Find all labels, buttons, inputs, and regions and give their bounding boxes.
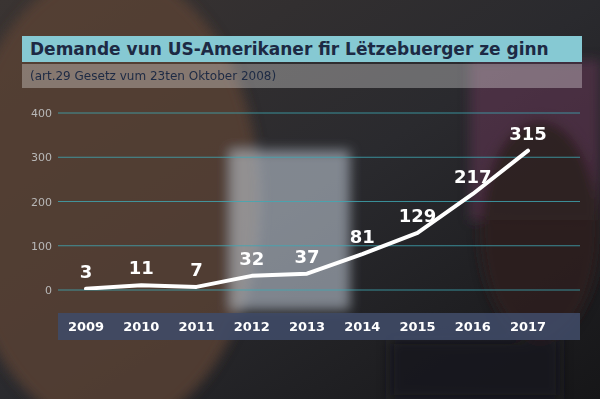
chart: Demande vun US-Amerikaner fir Lëtzebuerg… — [0, 0, 600, 399]
page: {"chart_data": {"type": "line", "title":… — [0, 0, 600, 399]
grid-line — [58, 290, 580, 291]
data-label: 315 — [509, 123, 547, 144]
title-bar — [22, 36, 582, 62]
line-group — [86, 151, 528, 289]
y-tick-label: 400 — [31, 107, 52, 120]
x-tick-label: 2013 — [289, 319, 325, 334]
grid-line — [58, 113, 580, 114]
x-tick-label: 2012 — [234, 319, 270, 334]
data-line — [86, 151, 528, 289]
background-screen — [230, 150, 350, 310]
data-label: 129 — [399, 205, 437, 226]
x-tick-label: 2014 — [344, 319, 380, 334]
x-tick-label: 2009 — [68, 319, 104, 334]
data-label: 32 — [239, 248, 264, 269]
x-tick-label: 2015 — [399, 319, 435, 334]
data-label: 11 — [129, 257, 154, 278]
x-tick-label: 2010 — [123, 319, 159, 334]
x-axis-band — [58, 313, 580, 340]
data-label: 81 — [350, 226, 375, 247]
background-person — [480, 120, 600, 340]
x-tick-label: 2017 — [510, 319, 546, 334]
data-label: 217 — [454, 166, 492, 187]
y-tick-label: 200 — [31, 196, 52, 209]
grid-line — [58, 201, 580, 202]
x-tick-label: 2016 — [455, 319, 491, 334]
title: Demande vun US-Amerikaner fir Lëtzebuerg… — [30, 39, 549, 59]
y-tick-label: 0 — [45, 284, 52, 297]
background-phone — [390, 340, 560, 399]
x-tick-label: 2011 — [178, 319, 214, 334]
data-label: 3 — [80, 261, 93, 282]
data-label: 37 — [294, 246, 319, 267]
y-tick-label: 300 — [31, 151, 52, 164]
data-label: 7 — [190, 259, 203, 280]
y-tick-label: 100 — [31, 240, 52, 253]
subtitle: (art.29 Gesetz vum 23ten Oktober 2008) — [30, 69, 276, 83]
grid-line — [58, 157, 580, 158]
subtitle-bar — [22, 64, 582, 88]
background-photo — [0, 0, 600, 399]
